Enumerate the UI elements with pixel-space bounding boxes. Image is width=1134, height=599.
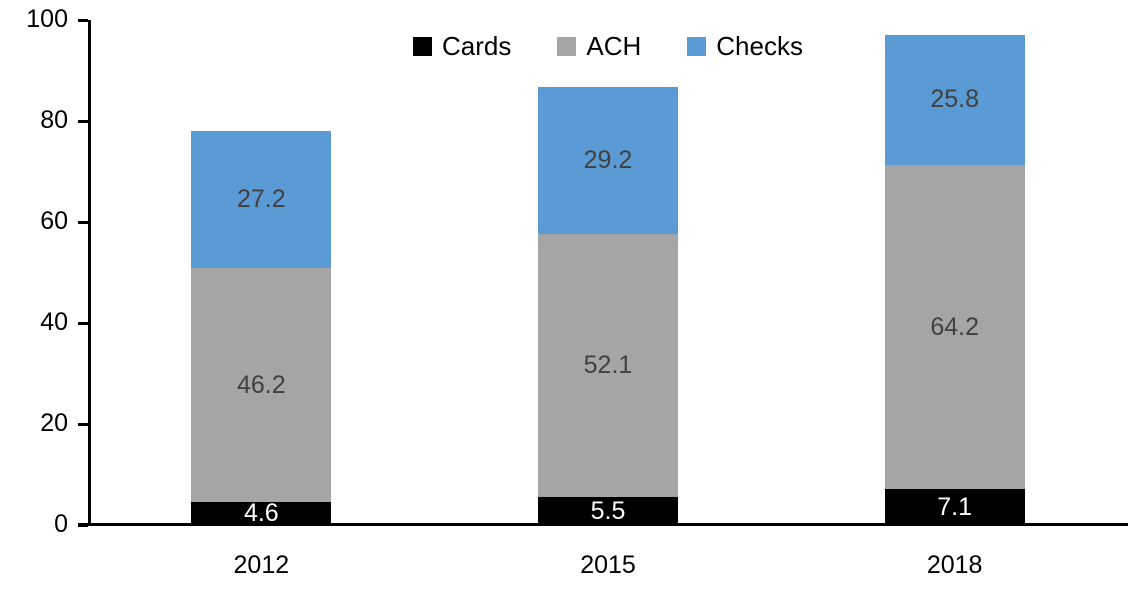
legend-swatch-icon bbox=[557, 37, 577, 56]
bar-value-label: 52.1 bbox=[583, 351, 633, 380]
legend-label: Cards bbox=[442, 31, 512, 61]
y-axis-tick-mark bbox=[78, 423, 88, 426]
x-axis-category-label: 2015 bbox=[580, 551, 636, 579]
y-axis-tick-label: 100 bbox=[26, 4, 68, 33]
bar-value-label: 5.5 bbox=[590, 496, 626, 525]
bar-segment-ach-2012: 46.2 bbox=[191, 268, 332, 502]
y-axis-tick-label: 20 bbox=[40, 408, 68, 437]
bar-value-label: 7.1 bbox=[937, 492, 973, 521]
legend-swatch-icon bbox=[687, 37, 707, 56]
bar-segment-cards-2018: 7.1 bbox=[884, 489, 1025, 525]
y-axis-tick-mark bbox=[78, 19, 88, 22]
bar-value-label: 27.2 bbox=[236, 185, 286, 214]
x-axis-category-label: 2018 bbox=[926, 551, 983, 579]
y-axis-tick-label: 60 bbox=[40, 206, 68, 235]
legend-item-cards: Cards bbox=[413, 31, 511, 62]
bar-segment-ach-2015: 52.1 bbox=[538, 234, 678, 498]
bar-value-label: 4.6 bbox=[243, 498, 279, 527]
y-axis-tick-mark bbox=[78, 322, 88, 325]
bar-value-label: 25.8 bbox=[930, 85, 979, 114]
bar-segment-ach-2018: 64.2 bbox=[884, 164, 1025, 490]
legend: Cards ACH Checks bbox=[88, 31, 1128, 62]
legend-item-checks: Checks bbox=[687, 31, 803, 62]
y-axis-tick-label: 40 bbox=[40, 307, 68, 336]
legend-label: Checks bbox=[716, 31, 803, 61]
y-axis-tick-label: 0 bbox=[54, 509, 68, 538]
x-axis-category-label: 2012 bbox=[233, 551, 290, 579]
bar-segment-cards-2015: 5.5 bbox=[538, 497, 678, 525]
legend-label: ACH bbox=[586, 31, 642, 61]
y-axis-tick-mark bbox=[78, 524, 88, 527]
bar-value-label: 64.2 bbox=[930, 312, 979, 341]
y-axis-tick-mark bbox=[78, 120, 88, 123]
y-axis-tick-mark bbox=[78, 221, 88, 224]
legend-item-ach: ACH bbox=[557, 31, 641, 62]
bar-segment-checks-2018: 25.8 bbox=[884, 34, 1025, 165]
bar-value-label: 29.2 bbox=[583, 145, 633, 174]
bar-segment-cards-2012: 4.6 bbox=[191, 498, 332, 527]
bar-value-label: 46.2 bbox=[236, 370, 286, 399]
bar-segment-checks-2012: 27.2 bbox=[191, 131, 332, 269]
y-axis-tick-label: 80 bbox=[40, 105, 68, 134]
y-axis-line bbox=[88, 20, 91, 525]
bar-segment-checks-2015: 29.2 bbox=[538, 86, 678, 235]
legend-swatch-icon bbox=[413, 37, 433, 56]
